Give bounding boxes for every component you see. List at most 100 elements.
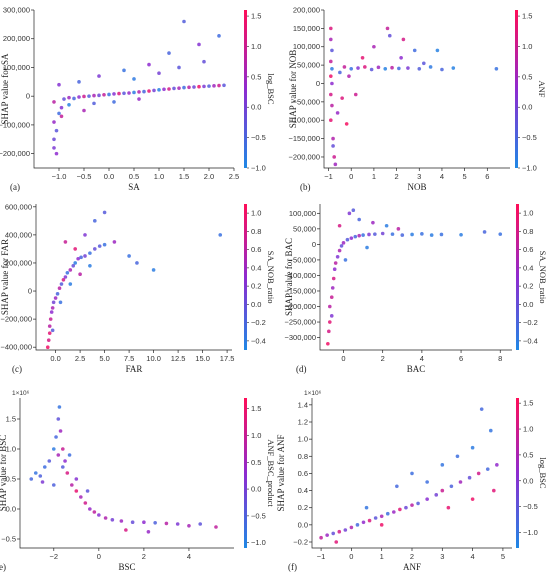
y-tick-label: 1.4 [298,400,308,409]
colorbar-tick-label: −0.5 [251,511,266,520]
data-point [48,317,53,321]
colorbar-tick-label: 1.5 [523,399,533,408]
panel-label: (f) [288,562,297,572]
data-point [112,100,116,104]
y-tick-label: 0 [28,287,32,296]
x-axis-label: NOB [407,182,426,192]
data-point [470,497,475,501]
data-point [77,80,81,84]
data-point [406,66,410,70]
data-point [54,435,58,439]
x-tick-label: 3 [417,172,421,181]
data-point [164,521,169,526]
data-point [130,520,135,524]
data-point [61,465,65,469]
data-point [53,296,58,300]
data-point [187,85,191,90]
data-point [401,37,406,42]
data-point [329,26,333,31]
data-point [329,314,334,318]
y-tick-label: −0.5 [1,535,16,544]
y-tick-label: 200,000 [3,34,30,43]
colorbar-tick-label: 0.0 [522,103,532,112]
data-point [52,146,56,150]
y-tick-label: 100,000 [293,42,320,51]
x-tick-label: 12.5 [171,354,186,363]
data-point [343,528,348,532]
data-point [467,475,472,480]
x-tick-label: 3 [440,552,444,561]
colorbar-tick-label: 0.2 [251,282,261,291]
data-point [357,217,361,222]
data-point [361,233,365,237]
x-axis-label: FAR [126,364,143,374]
panel-b: −1 0 1 2 3 4 5 6 −200,000 −150,000 −100,000 −50,000… [288,6,547,193]
x-tick-label: 10.0 [146,354,161,363]
data-point [51,300,56,305]
data-point [341,241,346,245]
data-point [63,275,68,279]
data-point [397,66,401,71]
x-tick-label: 2.0 [204,172,214,181]
data-point [157,71,161,75]
data-point [364,505,369,510]
data-point [361,520,366,525]
data-point [102,210,107,215]
colorbar [516,398,519,548]
colorbar-tick-label: 0.0 [523,476,533,485]
data-point [57,405,62,409]
data-point [398,507,402,512]
x-tick-label: 0 [341,354,345,363]
sci-multiplier: 1×10⁶ [304,390,322,397]
data-point [153,521,157,525]
data-point [214,525,218,529]
colorbar-tick-label: 1.0 [251,431,261,440]
data-point [458,480,463,484]
x-tick-label: 0 [349,552,353,561]
y-tick-label: −150,000 [285,286,317,295]
data-point [355,523,360,527]
x-tick-label: 0 [97,552,101,561]
x-tick-label: 2 [410,552,414,561]
data-point [325,533,329,537]
y-tick-label: −300,000 [285,333,317,342]
colorbar-tick-label: −0.5 [251,133,266,142]
x-tick-label: 4 [440,172,444,181]
x-tick-label: 0.5 [129,172,139,181]
y-tick-label: −50,000 [289,255,316,264]
data-point [351,208,356,213]
data-point [333,162,338,167]
y-tick-label: 0 [316,79,320,88]
data-point [47,331,52,335]
x-tick-label: 1 [380,552,384,561]
panel-e: −2 0 2 4 −0.5 0.0 0.5 1.0 1.5 BSC SHAP value for B… [0,390,276,572]
x-tick-label: 8 [498,354,502,363]
data-point [343,258,348,262]
data-point [73,261,77,265]
y-tick-label: −200,000 [1,315,33,324]
data-point [132,77,136,81]
colorbar-tick-label: −1.0 [251,164,266,173]
data-point [56,417,61,421]
data-point [218,233,223,237]
colorbar-tick-label: 0.0 [251,485,261,494]
data-point [175,522,180,526]
data-point [51,483,56,487]
colorbar-tick-label: −1.0 [251,538,266,547]
data-point [83,233,87,237]
colorbar-tick-label: −0.5 [522,133,537,142]
data-point [395,484,399,489]
x-tick-label: −1 [317,552,326,561]
data-point [329,92,333,97]
data-point [385,511,390,516]
data-point [459,232,463,237]
x-tick-label: 2 [394,172,398,181]
data-point [222,83,226,88]
data-point [33,471,38,475]
y-tick-label: 600,000 [5,202,32,211]
data-point [146,530,151,534]
data-point [198,522,203,526]
data-point [63,240,68,244]
y-tick-label: 1.0 [298,435,308,444]
